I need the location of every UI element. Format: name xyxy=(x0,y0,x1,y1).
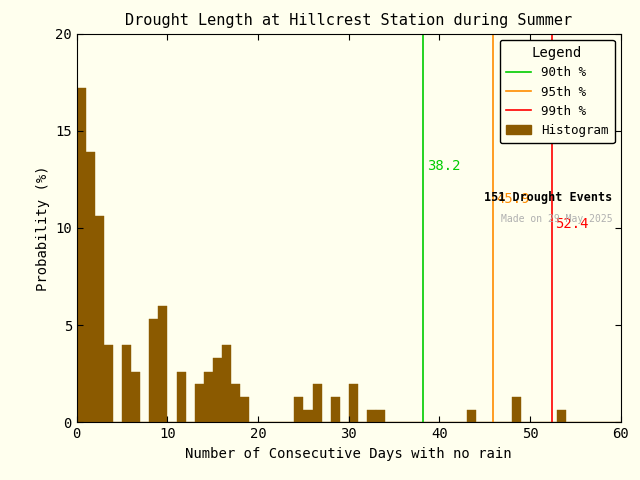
Bar xyxy=(303,409,312,422)
Bar xyxy=(557,409,566,422)
Bar xyxy=(331,397,340,422)
X-axis label: Number of Consecutive Days with no rain: Number of Consecutive Days with no rain xyxy=(186,447,512,461)
Title: Drought Length at Hillcrest Station during Summer: Drought Length at Hillcrest Station duri… xyxy=(125,13,572,28)
Bar xyxy=(77,88,86,422)
Bar xyxy=(240,397,249,422)
Bar xyxy=(131,372,140,422)
Bar xyxy=(204,372,212,422)
Legend: 90th %, 95th %, 99th %, Histogram: 90th %, 95th %, 99th %, Histogram xyxy=(500,40,614,144)
Bar xyxy=(367,409,376,422)
Bar xyxy=(122,345,131,422)
Bar xyxy=(349,384,358,422)
Y-axis label: Probability (%): Probability (%) xyxy=(36,165,50,291)
Bar xyxy=(95,216,104,422)
Bar xyxy=(467,409,476,422)
Bar xyxy=(212,358,222,422)
Bar xyxy=(158,306,168,422)
Text: Made on 29 May 2025: Made on 29 May 2025 xyxy=(501,215,612,224)
Bar xyxy=(231,384,240,422)
Bar xyxy=(222,345,231,422)
Bar xyxy=(149,319,158,422)
Text: 151 Drought Events: 151 Drought Events xyxy=(484,191,612,204)
Bar xyxy=(104,345,113,422)
Text: 45.9: 45.9 xyxy=(497,192,530,206)
Bar xyxy=(195,384,204,422)
Bar xyxy=(312,384,321,422)
Bar xyxy=(294,397,303,422)
Bar xyxy=(512,397,521,422)
Text: 52.4: 52.4 xyxy=(556,217,589,231)
Text: 38.2: 38.2 xyxy=(427,159,460,173)
Bar xyxy=(376,409,385,422)
Bar xyxy=(86,152,95,422)
Bar xyxy=(177,372,186,422)
